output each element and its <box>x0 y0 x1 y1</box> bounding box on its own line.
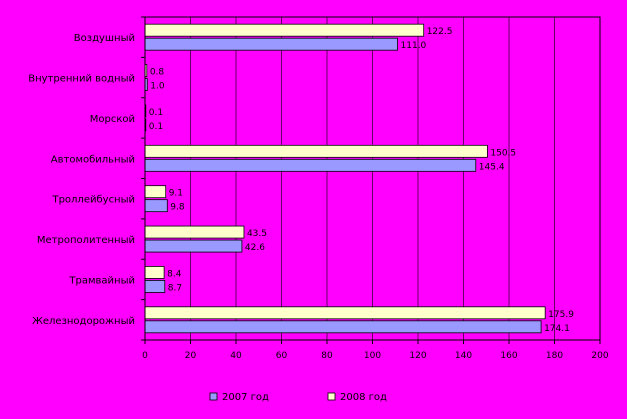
category-label: Троллейбусный <box>51 195 135 206</box>
data-label: 150.5 <box>490 148 516 158</box>
data-label: 1.0 <box>150 82 165 92</box>
data-label: 0.1 <box>149 122 163 132</box>
category-label: Внутренний водный <box>28 74 135 85</box>
data-label: 9.8 <box>170 203 185 213</box>
category-label: Железнодорожный <box>32 316 135 327</box>
x-tick-label: 100 <box>364 351 381 361</box>
data-label: 43.5 <box>247 229 267 239</box>
x-tick-label: 120 <box>409 351 426 361</box>
bar <box>144 158 477 172</box>
bar <box>144 144 488 158</box>
category-label: Автомобильный <box>51 154 135 165</box>
bar <box>144 185 167 199</box>
data-label: 9.1 <box>169 189 183 199</box>
data-label: 42.6 <box>245 243 265 253</box>
data-label: 122.5 <box>427 27 453 37</box>
x-tick-label: 80 <box>321 351 333 361</box>
bar <box>144 199 168 213</box>
x-tick-label: 40 <box>230 351 242 361</box>
category-label: Морской <box>90 114 135 125</box>
data-label: 174.1 <box>544 324 570 334</box>
bar <box>144 225 245 239</box>
bar <box>144 37 398 51</box>
data-label: 111.0 <box>401 41 427 51</box>
bar <box>144 23 425 37</box>
category-label: Воздушный <box>74 33 135 44</box>
grid-lines <box>144 17 601 340</box>
bar <box>144 266 165 279</box>
legend-label: 2007 год <box>222 392 269 403</box>
category-label: Трамвайный <box>68 275 135 286</box>
axes-group: 0 20 40 60 80 100 120 140 160 180 200 Воздушный Внут… <box>28 16 609 361</box>
bar <box>144 306 546 320</box>
x-tick-label: 160 <box>500 351 517 361</box>
x-tick-label: 180 <box>546 351 563 361</box>
x-tick-label: 0 <box>142 351 148 361</box>
legend-swatch <box>327 392 336 401</box>
bar <box>144 239 243 253</box>
x-tick-label: 200 <box>591 351 608 361</box>
legend-swatch <box>209 392 218 401</box>
x-tick-label: 140 <box>455 351 472 361</box>
data-label: 8.4 <box>167 269 182 279</box>
data-label: 0.1 <box>149 108 163 118</box>
x-tick-label: 60 <box>276 351 288 361</box>
legend: 2007 год 2008 год <box>209 392 387 403</box>
bar <box>144 280 166 293</box>
category-label: Метрополитенный <box>37 235 135 246</box>
data-label: 145.4 <box>479 162 505 172</box>
data-label: 175.9 <box>548 310 574 320</box>
legend-label: 2008 год <box>340 392 387 403</box>
bar <box>144 320 542 334</box>
x-tick-label: 20 <box>185 351 197 361</box>
data-label: 8.7 <box>168 283 182 293</box>
data-label: 0.8 <box>150 68 165 78</box>
